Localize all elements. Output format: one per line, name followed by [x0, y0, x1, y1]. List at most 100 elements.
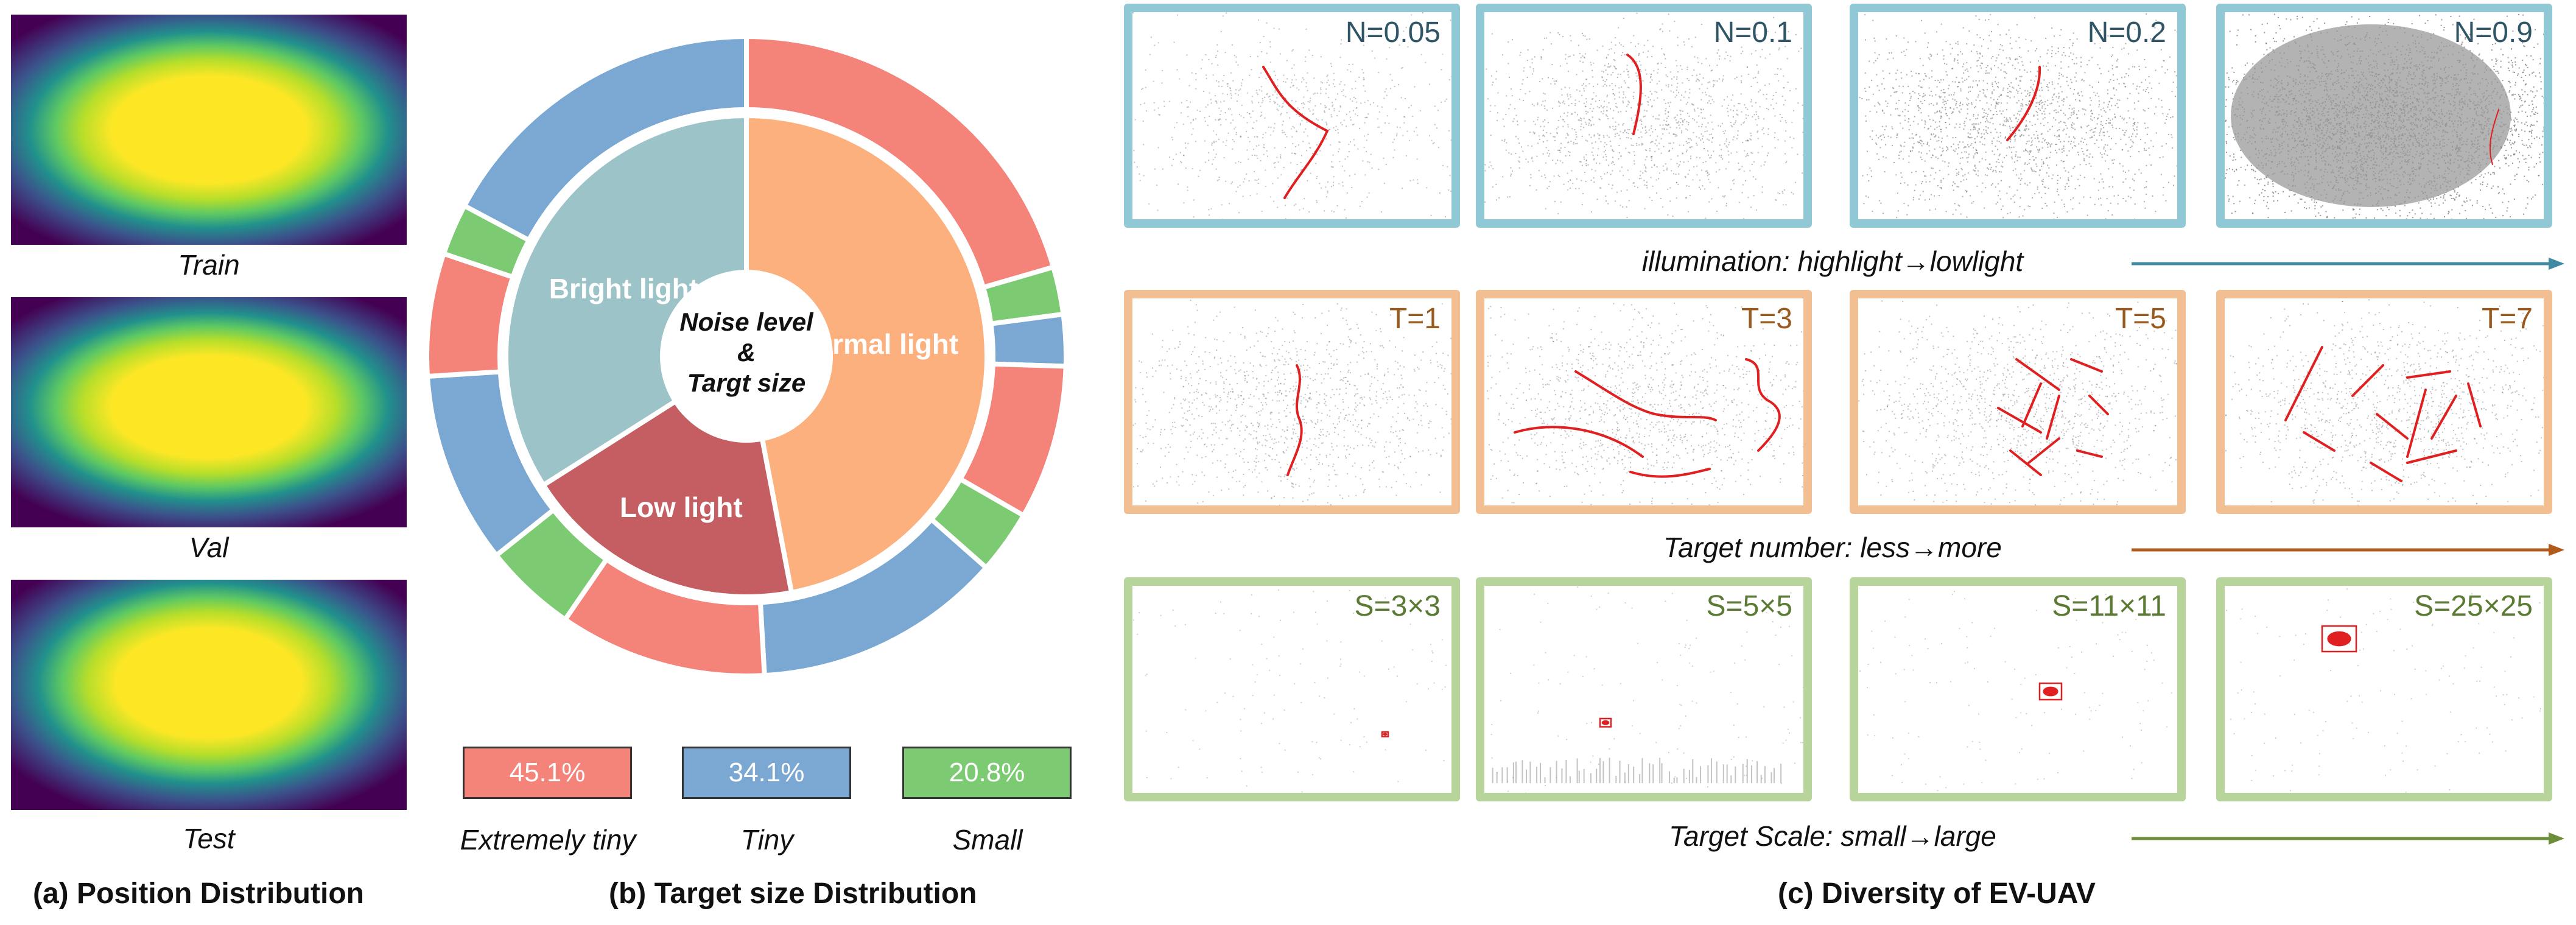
uav-trajectory-3 [1997, 407, 2042, 434]
legend-box-tiny: 34.1% [682, 747, 851, 799]
event-point-cloud [1132, 300, 1451, 505]
thumbnail-r1-c2: T=5 [1850, 290, 2186, 514]
ground-clutter [1492, 758, 1782, 783]
event-point-cloud [1859, 591, 2173, 792]
uav-trajectory-7 [2009, 449, 2042, 476]
heatmap-val [11, 297, 407, 527]
uav-trajectory [2489, 109, 2499, 165]
row-arrow-0 [1124, 258, 2564, 270]
thumbnail-r2-c3: S=25×25 [2216, 577, 2552, 801]
uav-trajectory-0 [1514, 426, 1644, 458]
thumbnail-label: N=0.9 [2454, 16, 2533, 49]
event-point-cloud [1859, 13, 2177, 219]
thumbnail-r1-c3: T=7 [2216, 290, 2552, 514]
heatmap-val-label: Val [189, 532, 229, 563]
donut-center-hole [660, 270, 833, 443]
uav-trajectory-3 [1629, 468, 1711, 478]
thumbnail-label: N=0.1 [1713, 16, 1792, 49]
uav-trajectory-6 [2430, 395, 2457, 440]
target-blob [2327, 631, 2351, 647]
caption-c: (c) Diversity of EV-UAV [1778, 878, 2096, 910]
thumbnail-r2-c0: S=3×3 [1124, 577, 1460, 801]
legend-box-small: 20.8% [902, 747, 1072, 799]
uav-trajectory [2006, 66, 2041, 141]
uav-trajectory-8 [2076, 449, 2103, 458]
target-blob [2043, 686, 2058, 697]
thumbnail-r0-c3: N=0.9 [2216, 4, 2552, 228]
target-bounding-box [2038, 682, 2063, 701]
legend-label-small: Small [952, 824, 1023, 856]
uav-trajectory [1262, 66, 1329, 199]
uav-trajectory-5 [2406, 389, 2427, 458]
event-point-cloud [2225, 299, 2544, 505]
thumbnail-r0-c1: N=0.1 [1476, 4, 1812, 228]
uav-trajectory-4 [2406, 370, 2451, 379]
heatmap-train [11, 15, 407, 245]
uav-trajectory-2 [1745, 358, 1781, 452]
uav-trajectory-7 [2406, 449, 2457, 464]
event-point-cloud [1132, 589, 1447, 793]
uav-trajectory-0 [1286, 364, 1303, 476]
event-point-cloud [1490, 586, 1803, 793]
row-arrow-2 [1124, 832, 2564, 845]
caption-b: (b) Target size Distribution [609, 878, 977, 910]
uav-trajectory-1 [2021, 382, 2042, 427]
target-size-donut-chart: Normal light Low light Bright light Noise l… [424, 33, 1069, 678]
thumbnail-label: T=7 [2481, 303, 2533, 335]
row-caption-2: Target Scale: small→large [1669, 820, 1996, 852]
uav-trajectory-1 [2303, 431, 2336, 452]
heatmap-train-label: Train [178, 249, 240, 281]
thumbnail-r2-c1: S=5×5 [1476, 577, 1812, 801]
uav-trajectory-4 [2027, 437, 2060, 464]
thumbnail-label: S=5×5 [1706, 590, 1792, 622]
thumbnail-label: S=3×3 [1354, 590, 1441, 622]
row-caption-0: illumination: highlight→lowlight [1641, 245, 2024, 277]
target-bounding-box [1599, 717, 1612, 728]
row-caption-1: Target number: less→more [1663, 532, 2002, 563]
target-blob [1601, 720, 1610, 725]
caption-a: (a) Position Distribution [33, 878, 364, 910]
inner-label-bright: Bright light [549, 273, 698, 304]
uav-trajectory-5 [2070, 358, 2103, 373]
uav-trajectory-1 [1574, 370, 1717, 421]
outer-ring-slice-11 [461, 33, 749, 244]
outer-ring-slice-2 [988, 311, 1069, 369]
uav-trajectory-2 [2046, 395, 2060, 440]
uav-trajectory-0 [2284, 346, 2323, 421]
event-point-cloud [1484, 12, 1803, 219]
thumbnail-label: N=0.2 [2087, 16, 2166, 49]
heatmap-test [11, 580, 407, 810]
uav-trajectory-2 [2351, 364, 2384, 397]
inner-slice-0 [744, 113, 989, 596]
event-point-cloud [1132, 12, 1451, 219]
center-text-1: & [737, 338, 756, 367]
thumbnail-label: T=3 [1741, 303, 1792, 335]
thumbnail-r1-c1: T=3 [1476, 290, 1812, 514]
thumbnail-label: T=5 [2114, 303, 2166, 335]
target-blob [1383, 733, 1388, 736]
thumbnail-r2-c2: S=11×11 [1850, 577, 2186, 801]
thumbnail-r0-c2: N=0.2 [1850, 4, 2186, 228]
thumbnail-r1-c0: T=1 [1124, 290, 1460, 514]
target-bounding-box [2321, 625, 2357, 653]
thumbnail-label: T=1 [1389, 303, 1441, 335]
thumbnail-label: S=25×25 [2414, 590, 2533, 622]
thumbnail-r0-c0: N=0.05 [1124, 4, 1460, 228]
heatmap-test-label: Test [183, 823, 235, 854]
thumbnail-label: N=0.05 [1345, 16, 1441, 49]
inner-label-low: Low light [620, 491, 743, 523]
event-point-cloud [1487, 302, 1803, 505]
dense-noise-cloud [2231, 24, 2511, 207]
uav-trajectory-9 [2370, 462, 2402, 482]
legend-label-extremely-tiny: Extremely tiny [460, 824, 636, 856]
target-bounding-box [1381, 731, 1389, 737]
row-arrow-1 [1124, 544, 2564, 556]
event-point-cloud [1858, 300, 2177, 505]
uav-trajectory-0 [2015, 358, 2060, 391]
center-text-0: Noise level [679, 308, 814, 336]
uav-trajectory-8 [2467, 382, 2482, 427]
uav-trajectory-6 [2088, 395, 2109, 415]
event-point-cloud [2226, 588, 2541, 793]
center-text-2: Targt size [687, 368, 806, 397]
legend-box-extremely-tiny: 45.1% [463, 747, 632, 799]
